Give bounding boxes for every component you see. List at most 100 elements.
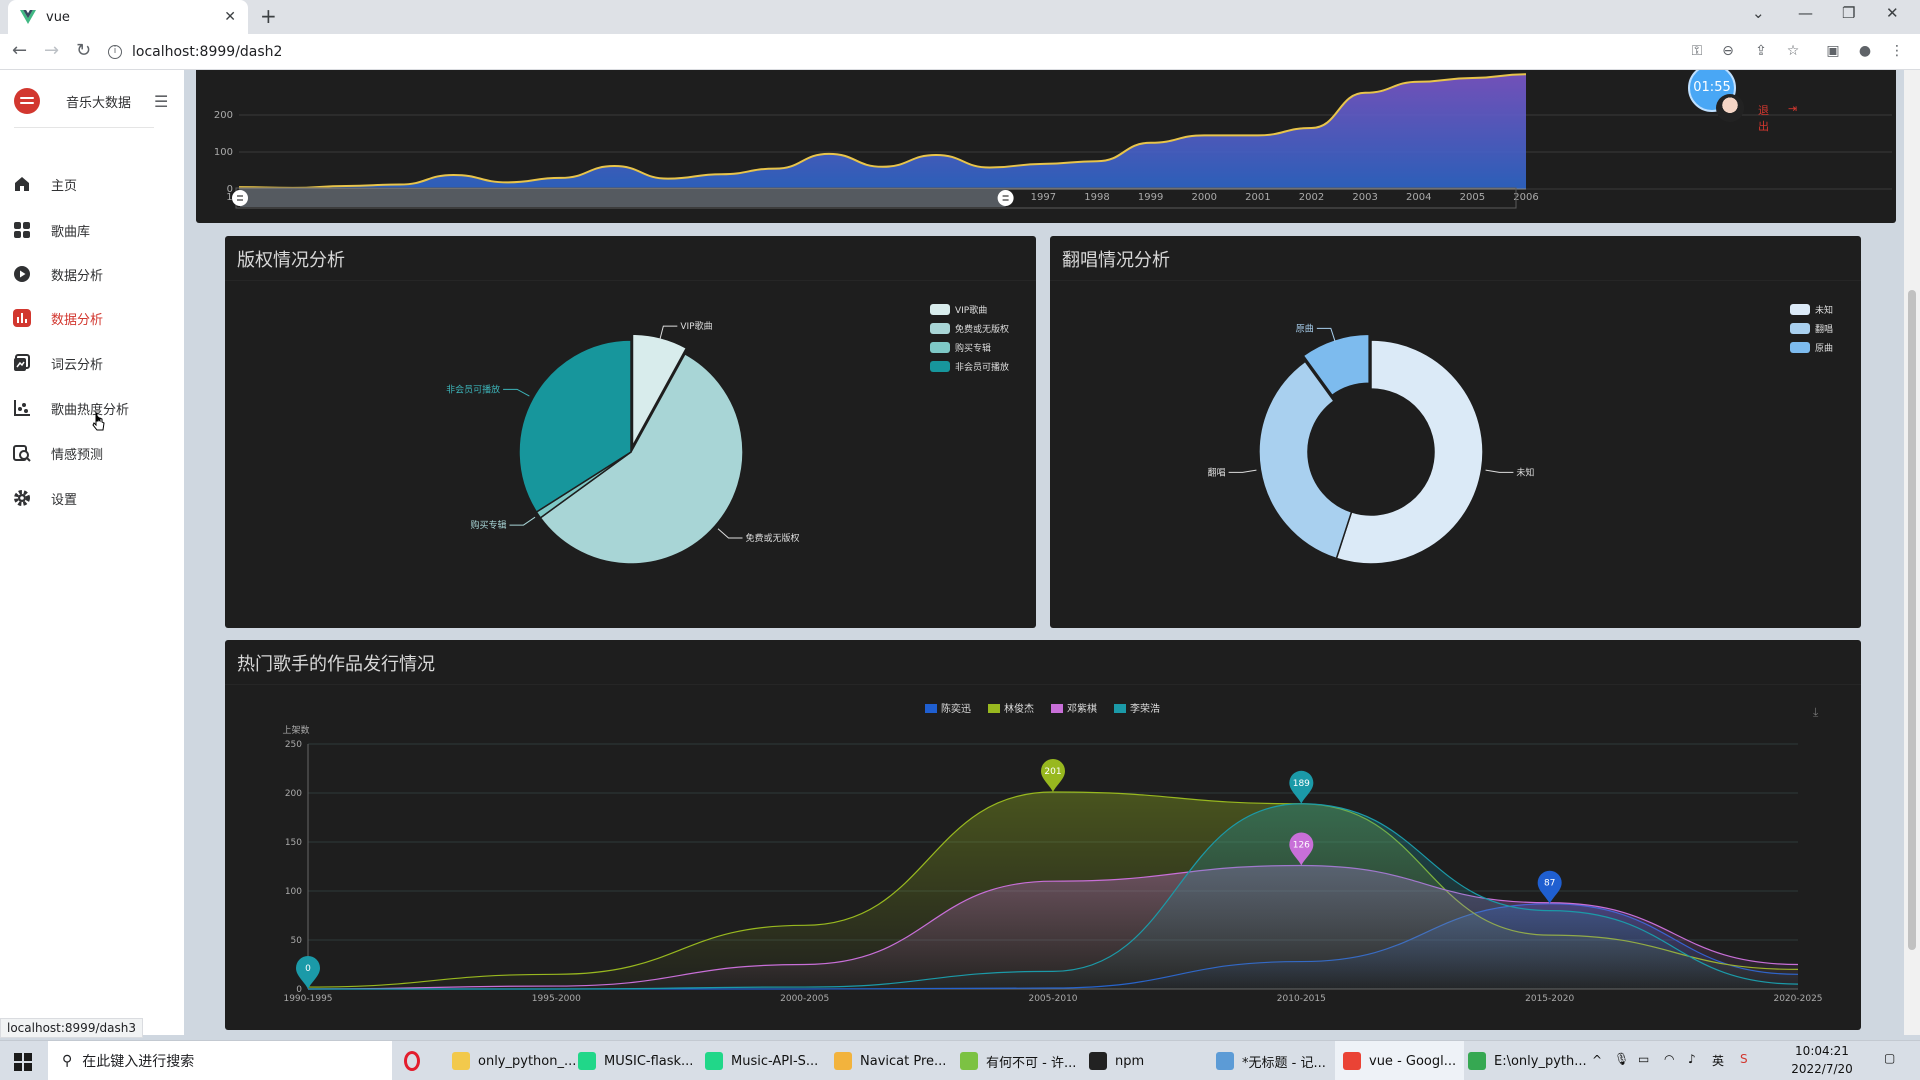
taskbar: ⚲ 在此键入进行搜索 only_python_... MUSIC-flask...… <box>0 1040 1920 1080</box>
taskbar-app[interactable]: Navicat Pre... <box>826 1041 954 1080</box>
pie-slice[interactable] <box>1258 360 1353 560</box>
max-marker-pin[interactable]: 189 <box>1289 770 1314 804</box>
avatar[interactable] <box>1716 94 1744 122</box>
taskbar-app[interactable]: 有何不可 - 许... <box>952 1041 1084 1080</box>
wifi-icon[interactable]: ◠ <box>1664 1052 1675 1066</box>
legend-swatch[interactable] <box>988 704 1000 713</box>
reload-icon[interactable]: ↻ <box>76 40 92 61</box>
legend-label[interactable]: 林俊杰 <box>1004 702 1034 715</box>
x-tick-label: 1999 <box>1138 192 1163 203</box>
close-tab-icon[interactable]: ✕ <box>224 9 236 25</box>
legend-label[interactable]: 翻唱 <box>1815 324 1833 335</box>
side-panel-icon[interactable]: ▣ <box>1826 43 1840 59</box>
sidebar-item-song-heat[interactable]: 歌曲热度分析 <box>0 388 184 428</box>
legend-swatch[interactable] <box>1051 704 1063 713</box>
app-label: MUSIC-flask... <box>604 1053 694 1069</box>
zoom-slider-selection[interactable] <box>240 189 1006 207</box>
clock-time[interactable]: 10:04:21 <box>1795 1044 1849 1058</box>
minimize-icon[interactable]: — <box>1798 4 1813 22</box>
legend-swatch[interactable] <box>930 323 950 334</box>
legend-label[interactable]: 李荣浩 <box>1130 702 1160 715</box>
legend-swatch[interactable] <box>1790 323 1810 334</box>
max-marker-pin[interactable]: 201 <box>1041 759 1065 793</box>
legend-label[interactable]: 陈奕迅 <box>941 702 971 715</box>
sidebar-item-data-analysis-2[interactable]: 数据分析 <box>0 298 184 338</box>
taskbar-opera[interactable] <box>396 1041 436 1080</box>
tray-chevron-icon[interactable]: ^ <box>1592 1053 1603 1067</box>
url-field[interactable]: i localhost:8999/dash2 <box>108 38 1668 66</box>
back-icon[interactable]: ← <box>12 40 28 61</box>
browser-tab[interactable]: vue ✕ <box>8 0 248 34</box>
sidebar-item-data-analysis-1[interactable]: 数据分析 <box>0 254 184 294</box>
pie-slice[interactable] <box>1335 339 1484 565</box>
share-icon[interactable]: ⇪ <box>1755 43 1767 59</box>
pie-slice[interactable] <box>539 352 744 565</box>
legend-swatch[interactable] <box>930 342 950 353</box>
legend-label[interactable]: VIP歌曲 <box>955 304 987 316</box>
legend-label[interactable]: 非会员可播放 <box>955 361 1009 373</box>
menu-toggle-icon[interactable]: ☰ <box>154 92 169 111</box>
key-icon[interactable]: ⚿ <box>1691 43 1703 59</box>
legend-label[interactable]: 购买专辑 <box>955 342 991 354</box>
singer-release-chart: 陈奕迅 林俊杰 邓紫棋 李荣浩 ⤓ 上架数 0 50 100 150 200 250 1990-1995… <box>282 702 1822 1004</box>
pie-slice[interactable] <box>518 339 632 514</box>
taskbar-search[interactable]: ⚲ 在此键入进行搜索 <box>48 1041 392 1080</box>
logout-button[interactable]: 退出 <box>1758 104 1769 133</box>
max-marker-pin[interactable]: 0 <box>296 956 320 989</box>
logout-icon[interactable]: ⇥ <box>1788 102 1798 115</box>
sidebar-item-home[interactable]: 主页 <box>0 164 184 204</box>
notification-icon[interactable]: ▢ <box>1884 1051 1896 1065</box>
series-line[interactable] <box>308 803 1799 990</box>
taskbar-app[interactable]: npm <box>1081 1041 1152 1080</box>
pie-label-line <box>1316 327 1336 342</box>
panel-title: 版权情况分析 <box>237 250 345 271</box>
window-close-icon[interactable]: ✕ <box>1886 4 1899 22</box>
legend-swatch[interactable] <box>930 361 950 372</box>
legend-swatch[interactable] <box>1114 704 1126 713</box>
clock-date[interactable]: 2022/7/20 <box>1791 1062 1853 1076</box>
taskbar-app[interactable]: vue - Googl... <box>1335 1041 1465 1080</box>
sidebar-item-settings[interactable]: 设置 <box>0 478 184 518</box>
restore-icon[interactable]: ❐ <box>1842 4 1856 22</box>
taskbar-app[interactable]: *无标题 - 记... <box>1208 1041 1334 1080</box>
ime-indicator[interactable]: 英 <box>1712 1054 1725 1068</box>
zoom-handle-end[interactable] <box>997 190 1014 206</box>
taskbar-app[interactable]: Music-API-S... <box>697 1041 826 1080</box>
taskbar-app[interactable]: E:\only_pyth... <box>1460 1041 1595 1080</box>
bookmark-star-icon[interactable]: ☆ <box>1786 43 1800 59</box>
legend-label[interactable]: 原曲 <box>1815 343 1833 354</box>
windows-start-icon[interactable] <box>14 1053 32 1071</box>
sidebar-item-word-cloud[interactable]: 词云分析 <box>0 343 184 383</box>
max-marker-pin[interactable]: 87 <box>1537 870 1562 904</box>
volume-icon[interactable]: ♪ <box>1688 1052 1696 1066</box>
mic-icon[interactable]: 🎙 <box>1614 1052 1630 1066</box>
new-tab-button[interactable]: + <box>260 4 277 28</box>
sidebar-item-song-library[interactable]: 歌曲库 <box>0 210 184 250</box>
legend-swatch[interactable] <box>925 704 937 713</box>
taskbar-app[interactable]: MUSIC-flask... <box>570 1041 701 1080</box>
ime-s-icon[interactable]: S <box>1740 1052 1748 1066</box>
marker-label: 87 <box>1544 879 1555 889</box>
profile-icon[interactable]: ● <box>1858 43 1872 59</box>
zoom-handle-start[interactable] <box>232 190 248 206</box>
legend-swatch[interactable] <box>1790 342 1810 353</box>
pie-slice[interactable] <box>1302 333 1370 397</box>
page-scrollbar[interactable] <box>1904 70 1920 1035</box>
legend-label[interactable]: 免费或无版权 <box>955 323 1009 335</box>
max-marker-pin[interactable]: 126 <box>1289 832 1314 866</box>
legend-swatch[interactable] <box>930 304 950 315</box>
tab-search-icon[interactable]: ⌄ <box>1752 4 1765 22</box>
download-icon[interactable]: ⤓ <box>1813 705 1819 719</box>
forward-icon[interactable]: → <box>44 40 60 61</box>
taskbar-app[interactable]: only_python_... <box>444 1041 584 1080</box>
battery-icon[interactable]: ▭ <box>1638 1052 1650 1066</box>
legend-label[interactable]: 邓紫棋 <box>1067 702 1097 715</box>
brand: 音乐大数据 <box>14 88 131 114</box>
zoom-icon[interactable]: ⊖ <box>1722 43 1734 59</box>
scrollbar-thumb[interactable] <box>1908 290 1916 950</box>
site-info-icon[interactable]: i <box>108 45 122 59</box>
sidebar-item-emotion[interactable]: 情感预测 <box>0 433 184 473</box>
legend-swatch[interactable] <box>1790 304 1810 315</box>
more-menu-icon[interactable]: ⋮ <box>1890 43 1904 59</box>
legend-label[interactable]: 未知 <box>1815 304 1833 316</box>
